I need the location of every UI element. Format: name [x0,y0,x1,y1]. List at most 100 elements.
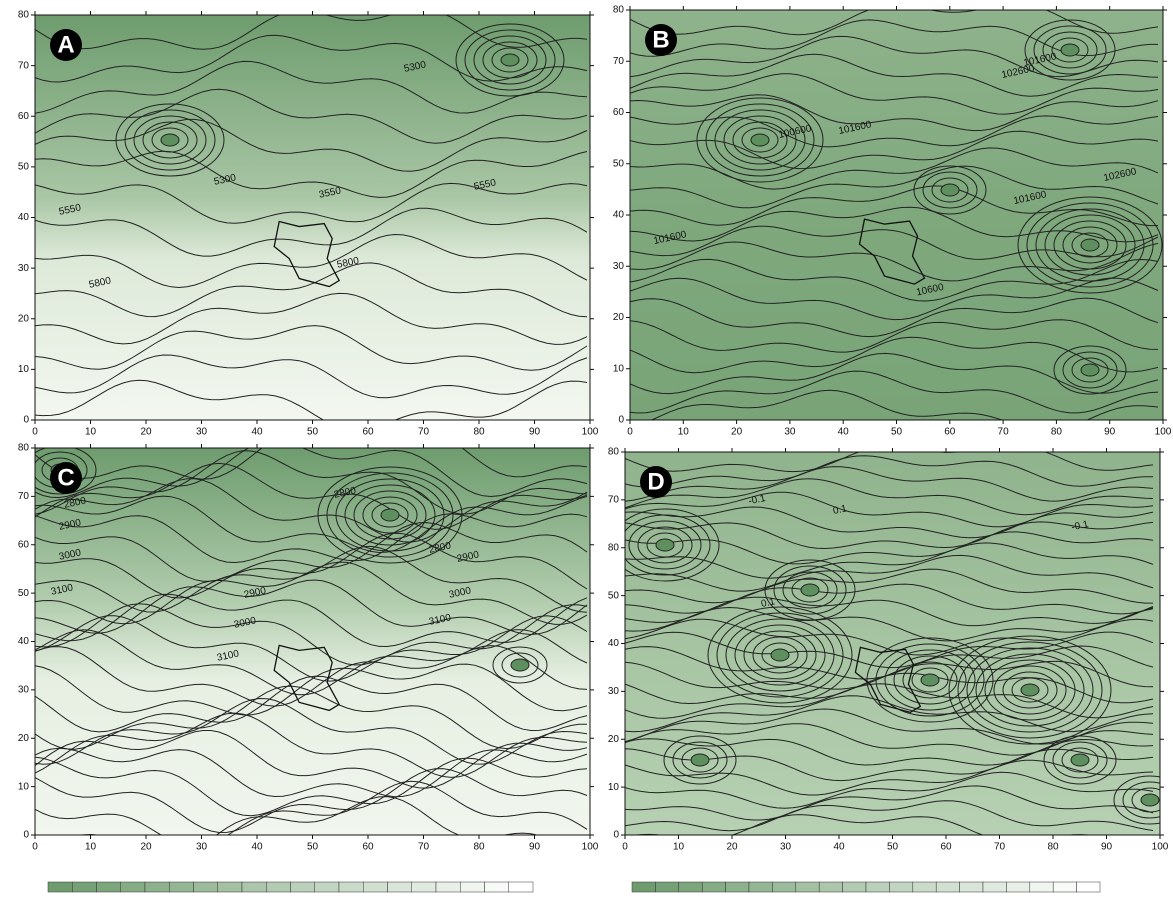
colorbar-cell [725,881,750,893]
contour-line [630,35,1159,78]
y-tick-label: 10 [18,364,30,375]
contour-ring [500,53,520,67]
contour-ring [473,35,547,85]
y-tick-label: 10 [613,363,625,374]
colorbar-cell [818,881,843,893]
colorbar-cell [701,881,726,893]
contour-ring [773,565,847,615]
contours [625,452,1160,835]
contour-ring [133,115,207,165]
contour-line [35,379,588,420]
y-tick-label: 30 [18,263,30,274]
contour-ring [1131,787,1160,813]
contour-line [625,531,1154,565]
contour-ring [625,514,711,576]
contours [630,10,1163,420]
panel-badge [645,24,677,56]
y-tick-label: 20 [608,734,620,745]
contour-line [630,336,1159,374]
contour-ring [510,658,530,672]
y-tick-label: 0 [618,415,624,426]
x-tick-label: 80 [473,842,485,853]
y-tick-label: 80 [18,10,30,21]
contour-line [625,771,1154,809]
x-tick-label: 20 [140,427,152,438]
contour-line [35,756,588,817]
contour-ring [637,526,693,564]
contour-line [35,462,588,530]
contour-ring [371,502,409,528]
contour-line [35,15,588,50]
y-tick-label: 40 [613,210,625,221]
y-tick-label: 70 [608,495,620,506]
x-tick-label: 30 [780,842,792,853]
contour-ring [993,665,1067,715]
contour-ring [1044,214,1136,276]
contour-ring [1062,226,1118,264]
x-tick-label: 30 [784,427,796,438]
colorbar-cell [290,881,315,893]
contour-ring [1071,357,1109,383]
contour-label: 3550 [318,185,342,200]
contour-line [35,292,588,345]
x-tick-label: 100 [1155,427,1172,438]
contour-label: -0.1 [747,493,767,507]
x-tick-label: 10 [85,842,97,853]
contour-ring [690,753,710,767]
contour-ring [791,577,829,603]
contour-label: 5800 [336,255,360,270]
contour-line [35,150,588,198]
panel-letter: B [652,26,669,53]
x-tick-label: 90 [529,842,541,853]
x-tick-label: 40 [251,427,263,438]
contour-label: 5800 [88,275,112,290]
contour-ring [732,121,788,159]
contour-label: -0.1 [1070,519,1090,533]
contour-label: 0.1 [832,503,848,517]
y-tick-label: 60 [613,107,625,118]
contour-line [625,554,1154,592]
contour-label: 3000 [448,585,472,600]
colorbar-cell [748,881,773,893]
contour-ring [1140,793,1160,807]
y-tick-label: 0 [23,830,29,841]
colorbar-cell [655,881,680,893]
colorbar-cell [47,881,73,893]
panel: 0 10 20 30 40 50 60 70 80 90 100010203040506070801… [613,5,1172,438]
contour-ring [1033,25,1107,75]
colorbar-cell [314,881,340,893]
contour-label: 5300 [403,59,427,74]
x-tick-label: 60 [944,427,956,438]
colorbar-cell [338,881,364,893]
contour-line [35,675,588,733]
contour-ring [741,127,779,153]
contour-ring [501,652,539,678]
map-fill [35,15,590,420]
contour-ring [353,490,427,540]
y-tick-label: 80 [18,443,30,454]
contour-ring [672,741,728,779]
y-tick-label: 80 [613,5,625,16]
contour-line [625,683,1154,719]
y-tick-label: 0 [23,415,29,426]
y-tick-label: 60 [18,111,30,122]
y-tick-label: 50 [613,158,625,169]
panel: 0 10 20 30 40 50 60 70 80 90 100 0 10 20 30 40 50 80 70 80 -… [608,447,1169,853]
colorbar-cell [72,881,97,893]
colorbar-cell [865,881,890,893]
colorbar-cell [772,881,797,893]
y-tick-label: 50 [608,590,620,601]
panel-badge [640,466,672,498]
x-tick-label: 40 [251,842,263,853]
contour-ring [1024,19,1116,81]
contour-line [35,478,588,543]
contour-ring [1071,232,1109,258]
x-tick-label: 0 [32,842,38,853]
panel-badge [50,462,82,494]
contour-ring [866,637,994,723]
contour-label: 3100 [428,612,452,627]
contour-ring [1011,677,1049,703]
contour-ring [800,583,820,597]
contour-line [650,389,1159,420]
contour-line [630,53,1159,97]
